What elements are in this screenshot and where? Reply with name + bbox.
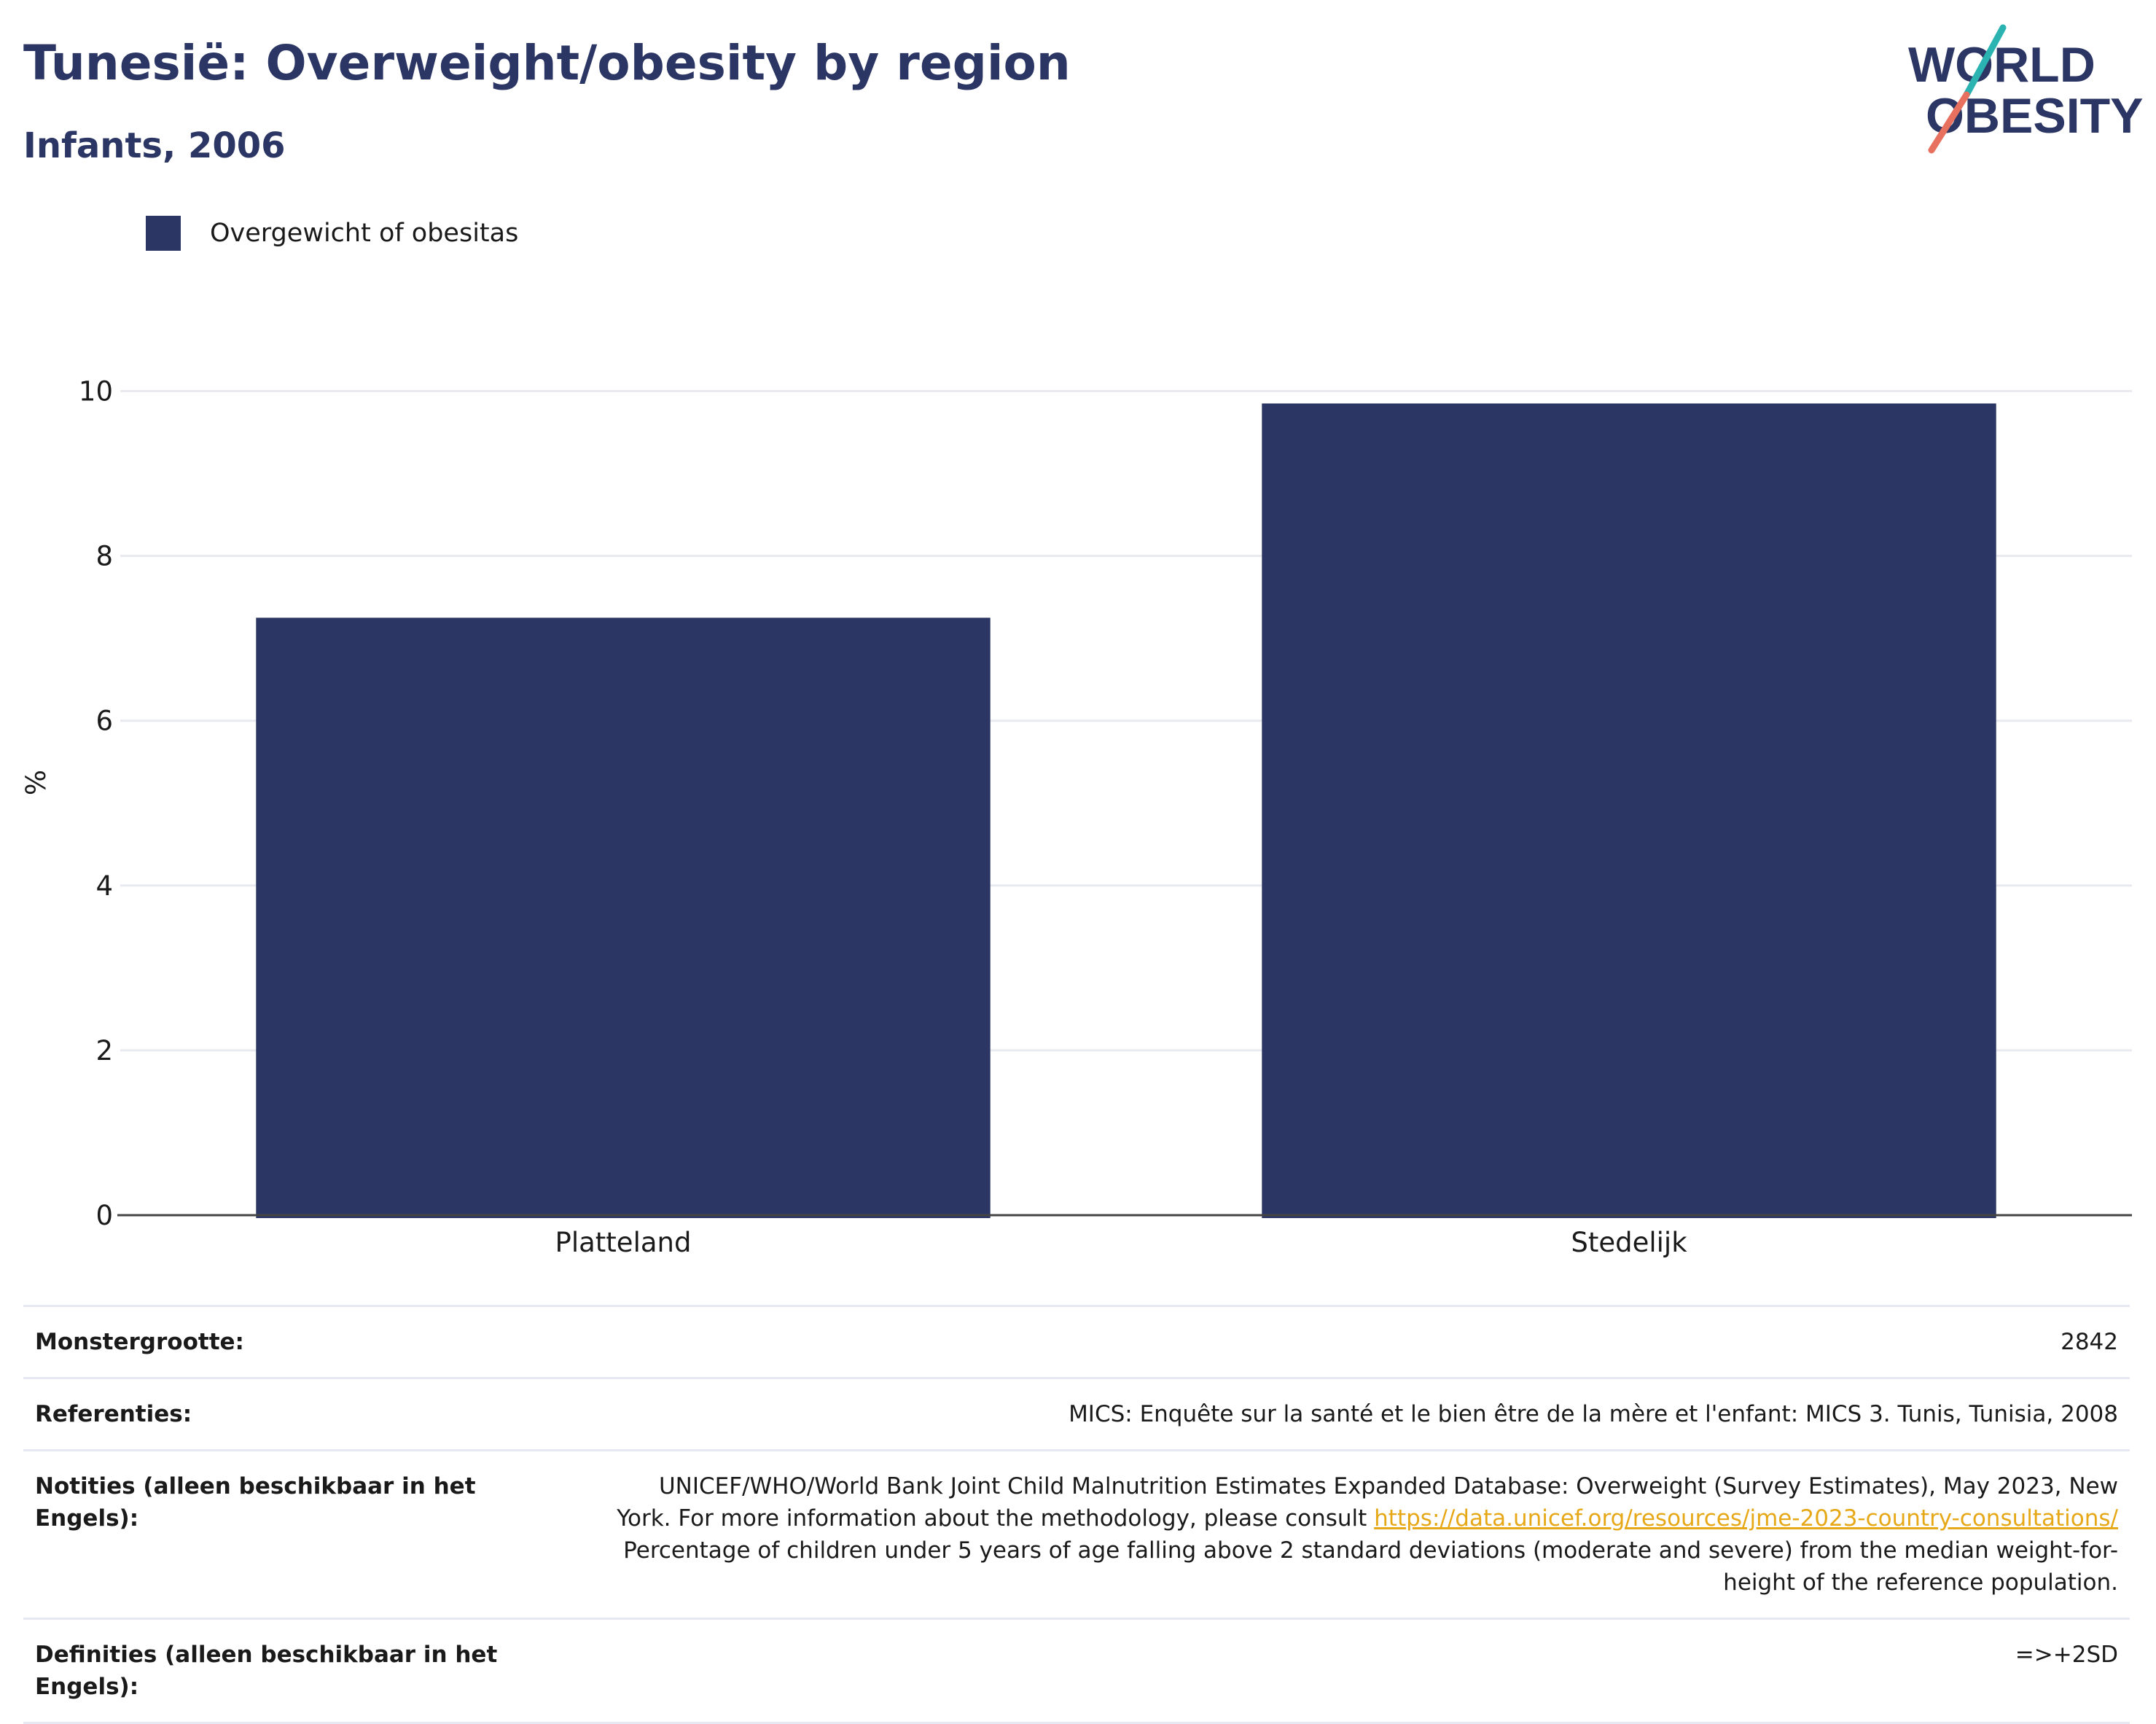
legend[interactable]: Overgewicht of obesitas bbox=[146, 216, 518, 251]
notes-line-3: Percentage of children under 5 years of … bbox=[623, 1537, 2118, 1564]
y-tick-label: 4 bbox=[95, 870, 113, 902]
bar-layer bbox=[256, 403, 1996, 1218]
y-tick-label: 2 bbox=[95, 1035, 113, 1066]
notes-link[interactable]: https://data.unicef.org/resources/jme-20… bbox=[1374, 1505, 2118, 1532]
references-row: Referenties: MICS: Enquête sur la santé … bbox=[23, 1377, 2130, 1449]
sample-size-label: Monstergrootte: bbox=[35, 1329, 244, 1355]
tick-layer: 0 2 4 6 8 10 Platteland Stedelijk bbox=[79, 376, 2132, 1258]
notes-row: Notities (alleen beschikbaar in het Enge… bbox=[23, 1449, 2130, 1618]
logo-line2: OBESITY bbox=[1926, 88, 2143, 144]
logo-teal-slash bbox=[1963, 24, 2007, 98]
logo-coral-slash bbox=[1928, 91, 1970, 154]
notes-value: UNICEF/WHO/World Bank Joint Child Malnut… bbox=[501, 1470, 2118, 1599]
y-tick-label: 0 bbox=[95, 1200, 113, 1231]
x-tick-label: Platteland bbox=[555, 1227, 692, 1258]
world-obesity-logo: WORLD OBESITY bbox=[1908, 24, 2143, 154]
logo-line1: WORLD bbox=[1908, 37, 2096, 93]
definitions-label: Definities (alleen beschikbaar in het En… bbox=[35, 1642, 498, 1700]
notes-line-4: height of the reference population. bbox=[1723, 1569, 2118, 1596]
y-tick-label: 8 bbox=[95, 541, 113, 572]
metadata-table: Monstergrootte: 2842 Referenties: MICS: … bbox=[23, 1305, 2130, 1724]
bar-platteland[interactable] bbox=[256, 617, 991, 1218]
x-tick-label: Stedelijk bbox=[1571, 1227, 1687, 1258]
bar-chart: % 0 2 4 6 8 10 Platteland Stedelijk bbox=[20, 376, 2132, 1258]
sample-size-value: 2842 bbox=[2061, 1329, 2118, 1355]
definitions-value: =>+2SD bbox=[2015, 1642, 2118, 1668]
sample-size-row: Monstergrootte: 2842 bbox=[23, 1305, 2130, 1377]
notes-line-1: UNICEF/WHO/World Bank Joint Child Malnut… bbox=[658, 1473, 2118, 1499]
chart-subtitle: Infants, 2006 bbox=[23, 125, 286, 166]
y-tick-label: 10 bbox=[79, 376, 113, 407]
references-label: Referenties: bbox=[35, 1401, 192, 1427]
legend-label: Overgewicht of obesitas bbox=[210, 219, 519, 248]
bar-stedelijk[interactable] bbox=[1262, 403, 1996, 1218]
legend-swatch bbox=[146, 216, 181, 251]
chart-title: Tunesië: Overweight/obesity by region bbox=[23, 35, 1071, 91]
y-tick-label: 6 bbox=[95, 706, 113, 737]
y-axis-label: % bbox=[20, 770, 52, 795]
definitions-row: Definities (alleen beschikbaar in het En… bbox=[23, 1618, 2130, 1724]
notes-line-2: York. For more information about the met… bbox=[617, 1505, 2118, 1532]
notes-label: Notities (alleen beschikbaar in het Enge… bbox=[35, 1473, 476, 1532]
references-value: MICS: Enquête sur la santé et le bien êt… bbox=[1069, 1401, 2118, 1427]
